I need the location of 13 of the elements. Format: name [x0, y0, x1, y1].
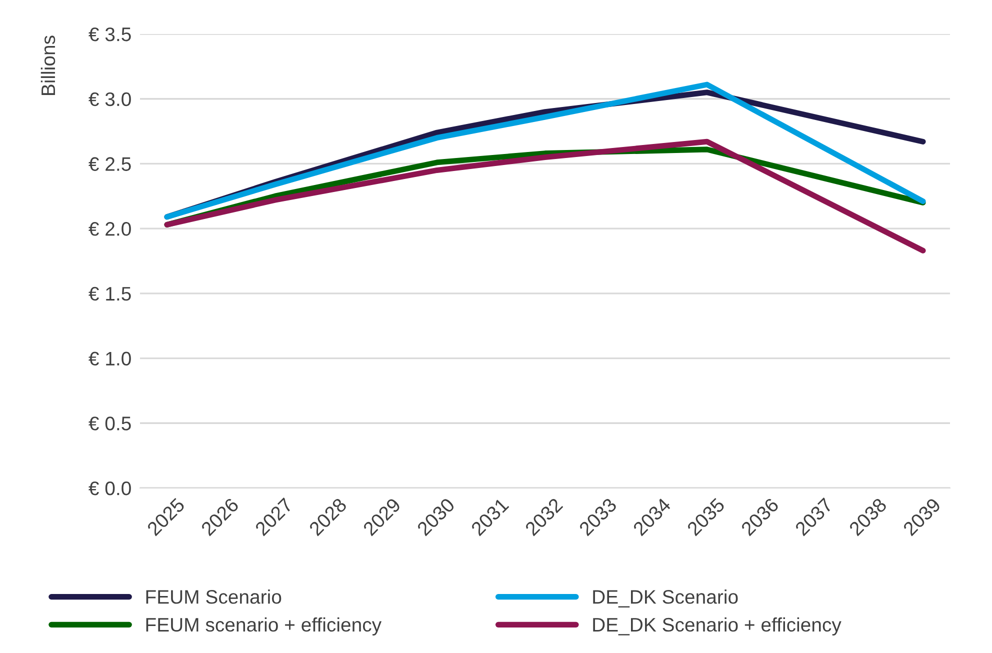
y-tick-label: € 0.5 [88, 416, 131, 430]
y-tick-label: € 2.0 [88, 222, 131, 236]
legend-label: FEUM scenario + efficiency [146, 617, 382, 636]
y-tick-label: € 3.5 [88, 27, 131, 42]
y-tick-label: € 2.5 [88, 157, 131, 171]
legend-label: DE_DK Scenario [593, 590, 738, 608]
y-axis-title: Billions [40, 36, 56, 95]
legend-label: DE_DK Scenario + efficiency [593, 617, 842, 636]
y-tick-label: € 1.5 [88, 286, 131, 301]
y-tick-label: € 0.0 [88, 481, 131, 496]
y-tick-label: € 1.0 [88, 352, 131, 366]
y-tick-label: € 3.0 [88, 92, 131, 106]
legend-label: FEUM Scenario [146, 590, 282, 604]
